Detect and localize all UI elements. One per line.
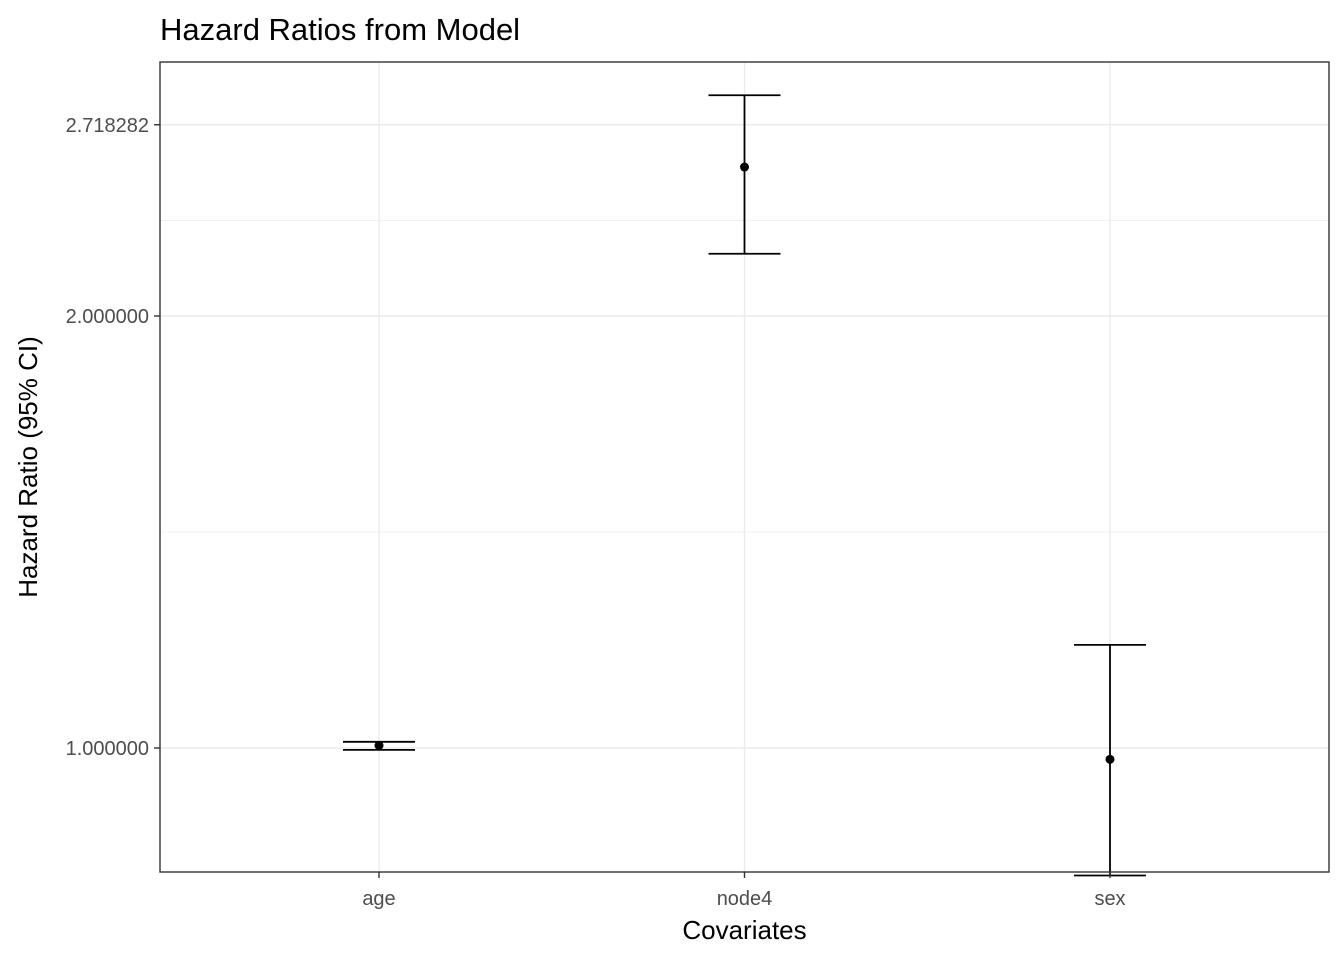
estimate-point [740, 162, 749, 172]
y-tick-label: 1.000000 [66, 738, 149, 760]
estimate-point [1105, 754, 1115, 764]
y-tick-label: 2.000000 [66, 306, 149, 328]
x-axis-title: Covariates [682, 915, 806, 945]
error-bar-age [343, 740, 415, 751]
x-tick-label: node4 [717, 888, 773, 910]
y-axis-title: Hazard Ratio (95% CI) [13, 336, 43, 598]
error-bar-node4 [708, 94, 781, 255]
chart-title: Hazard Ratios from Model [160, 12, 520, 47]
error-bar-series [343, 94, 1146, 877]
error-bar-sex [1074, 643, 1146, 877]
estimate-point [374, 741, 384, 751]
x-tick-label: age [362, 888, 395, 910]
x-tick-label: sex [1094, 888, 1125, 910]
axes: 1.000000 2.000000 2.718282 age node4 sex [66, 115, 1126, 910]
y-tick-label: 2.718282 [66, 115, 149, 137]
